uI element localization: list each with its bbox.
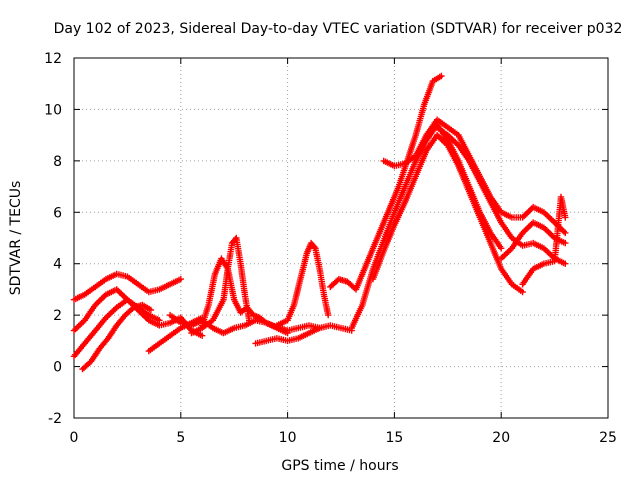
series-track-k: [327, 72, 445, 293]
plus-marker-trace: [70, 286, 206, 339]
y-tick-label: 2: [53, 308, 62, 324]
y-tick-label: 4: [53, 257, 62, 273]
plus-marker-trace: [519, 193, 569, 288]
series-track-j: [252, 324, 323, 347]
axis-ticks: 0 5 10 15 20 25 -2 0 2 4 6 8 10 12: [44, 51, 617, 446]
series-track-b: [70, 286, 206, 339]
plus-marker-trace: [273, 239, 332, 329]
plus-marker-trace: [79, 301, 155, 373]
x-tick-label: 20: [492, 430, 510, 446]
series-track-q: [519, 193, 569, 288]
x-tick-label: 0: [70, 430, 79, 446]
y-tick-label: 0: [53, 360, 62, 376]
data-markers: [70, 72, 569, 373]
series-track-m: [369, 131, 526, 296]
grid-lines: [74, 58, 608, 418]
x-tick-label: 25: [599, 430, 617, 446]
y-tick-label: 8: [53, 154, 62, 170]
series-track-i: [273, 239, 332, 329]
plus-marker-trace: [327, 72, 445, 293]
x-tick-label: 10: [279, 430, 297, 446]
chart-title: Day 102 of 2023, Sidereal Day-to-day VTE…: [54, 21, 623, 37]
plus-marker-trace: [70, 270, 184, 303]
series-track-g: [199, 255, 355, 334]
plus-marker-trace: [199, 255, 355, 334]
series-track-o: [433, 124, 569, 267]
plus-marker-trace: [369, 131, 526, 296]
series-track-d: [79, 301, 155, 373]
plus-marker-trace: [252, 324, 323, 347]
x-tick-label: 5: [176, 430, 185, 446]
plus-marker-trace: [188, 234, 253, 337]
series-track-a: [70, 270, 184, 303]
plus-marker-trace: [433, 124, 569, 267]
plot-frame: [73, 57, 609, 419]
y-axis-label: SDTVAR / TECUs: [8, 181, 24, 296]
y-tick-label: 6: [53, 205, 62, 221]
x-tick-label: 15: [385, 430, 403, 446]
x-axis-label: GPS time / hours: [281, 458, 398, 474]
y-tick-label: 12: [44, 51, 62, 67]
y-tick-label: -2: [48, 411, 62, 427]
series-track-h: [188, 234, 253, 337]
y-tick-label: 10: [44, 102, 62, 118]
